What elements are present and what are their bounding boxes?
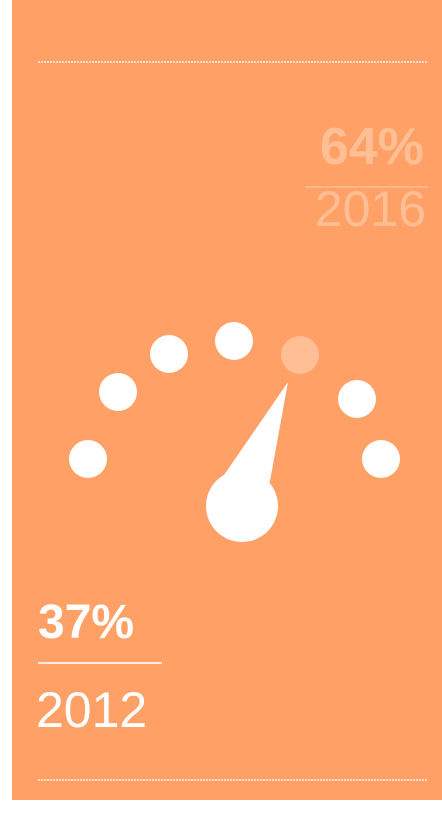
gauge-needle: [222, 382, 288, 492]
gauge-dot: [150, 335, 188, 373]
gauge-dot: [215, 322, 253, 360]
gauge-dot: [338, 380, 376, 418]
gauge-dot: [99, 373, 137, 411]
value-2012: 37%: [38, 596, 134, 649]
gauge-hub: [206, 470, 278, 542]
gauge: [69, 322, 400, 542]
gauge-dot: [362, 440, 400, 478]
year-2016: 2016: [315, 181, 426, 237]
gauge-dot: [69, 440, 107, 478]
year-2012: 2012: [36, 682, 147, 738]
gauge-dot-faded: [281, 336, 319, 374]
value-2016: 64%: [320, 118, 424, 176]
